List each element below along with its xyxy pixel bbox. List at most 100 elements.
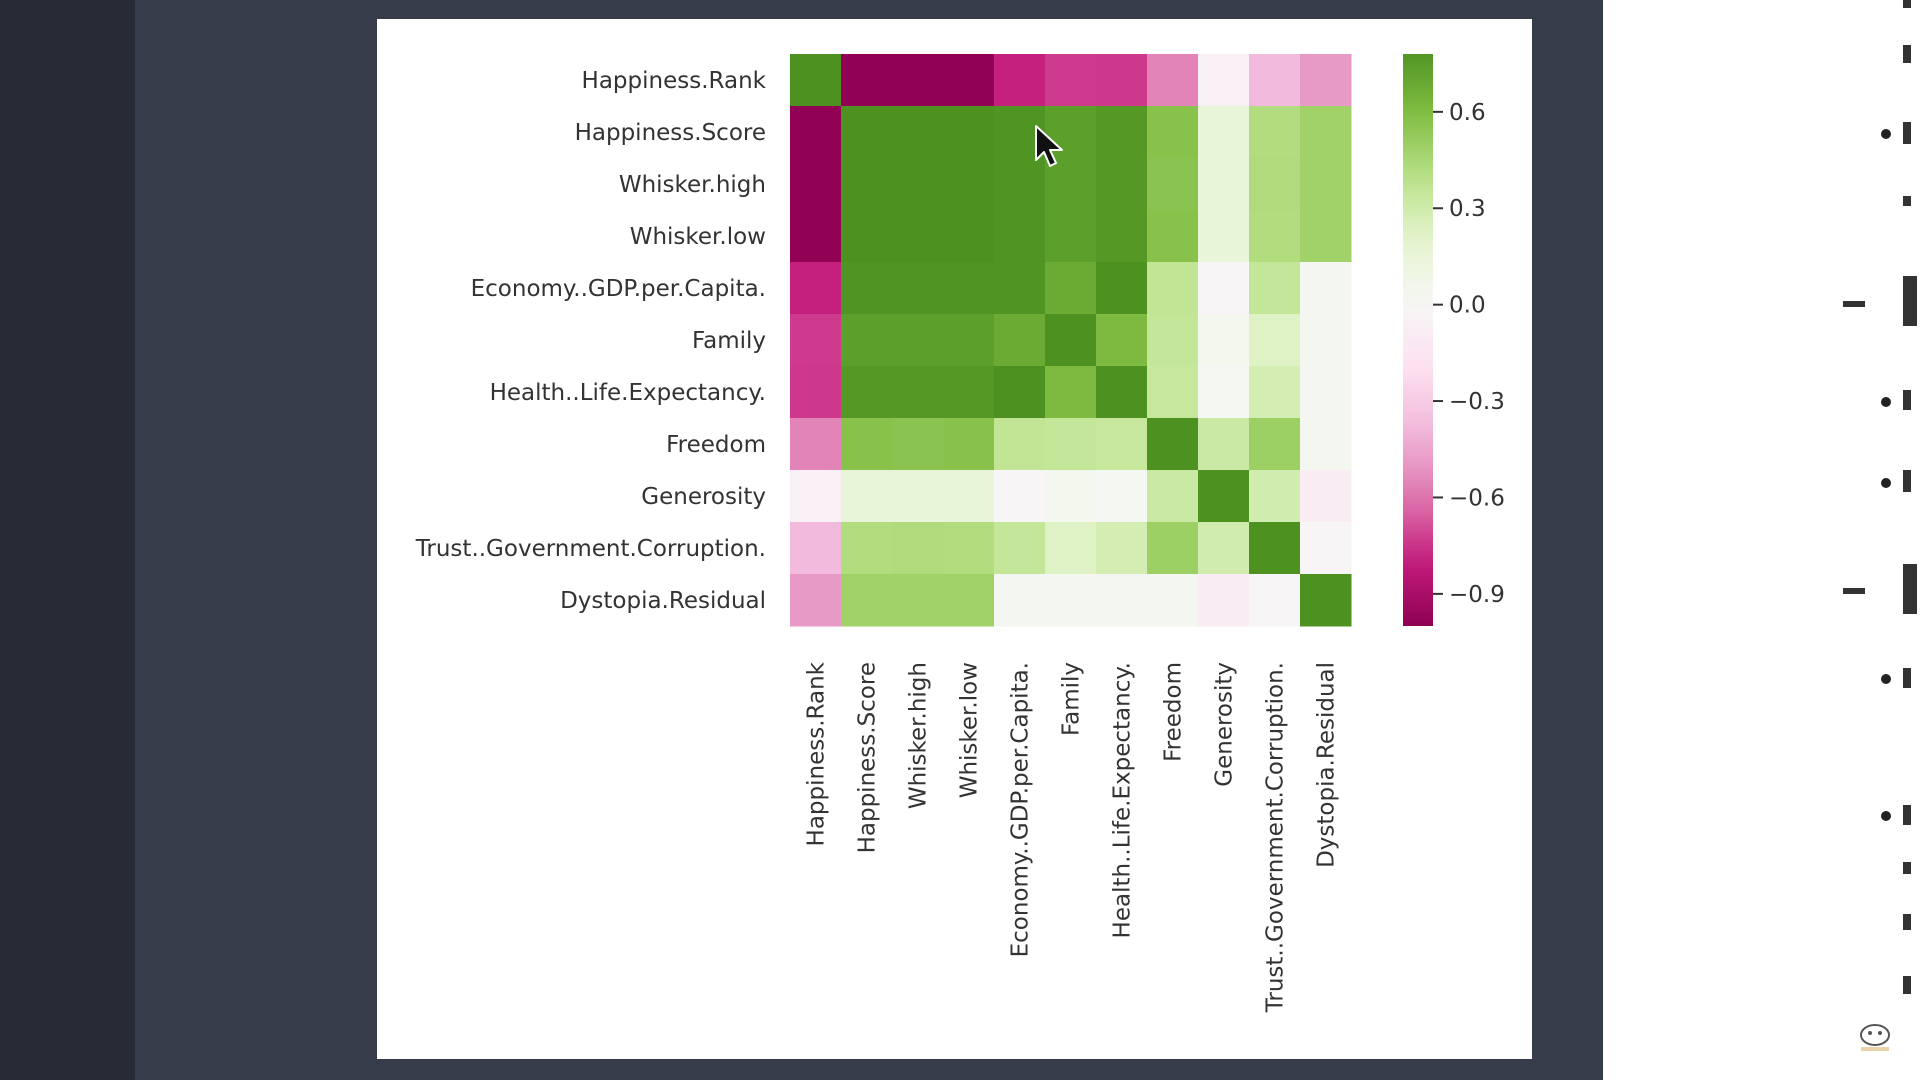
heatmap-cell [994, 522, 1046, 575]
heatmap-cell [1147, 106, 1199, 159]
heatmap-cell [994, 366, 1046, 419]
row-tick-label: Happiness.Score [575, 120, 766, 146]
heatmap-cell [994, 418, 1046, 471]
heatmap-cell [1045, 366, 1097, 419]
heatmap-cell [943, 314, 995, 367]
heatmap-cell [841, 158, 893, 211]
colorbar-tick-label: −0.6 [1449, 485, 1505, 511]
figure-panel: Happiness.Rank Happiness.Score Whisker.hig… [377, 19, 1532, 1059]
heatmap-cell [943, 470, 995, 523]
heatmap-cell [943, 158, 995, 211]
heatmap-cell [790, 418, 842, 471]
heatmap-cell [1147, 366, 1199, 419]
heatmap-cell [1045, 418, 1097, 471]
heatmap-cell [892, 418, 944, 471]
heatmap-cell [1096, 418, 1148, 471]
heatmap-cell [1249, 418, 1301, 471]
heatmap-cell [892, 158, 944, 211]
heatmap-cell [892, 54, 944, 107]
left-sidebar [0, 0, 135, 1080]
heatmap-cell [841, 522, 893, 575]
heatmap-cell [841, 210, 893, 263]
heatmap-cell [1198, 366, 1250, 419]
colorbar-tick-label: −0.9 [1449, 582, 1505, 608]
heatmap-cell [994, 210, 1046, 263]
heatmap-cell [790, 158, 842, 211]
heatmap-cell [1147, 262, 1199, 315]
heatmap-cell [1147, 314, 1199, 367]
heatmap-cell [841, 54, 893, 107]
heatmap-cell [994, 54, 1046, 107]
heatmap-cell [1249, 158, 1301, 211]
heatmap-cell [943, 262, 995, 315]
heatmap-cell [1045, 522, 1097, 575]
heatmap-cell [1249, 574, 1301, 627]
heatmap-cell [994, 574, 1046, 627]
heatmap-cell [943, 366, 995, 419]
heatmap-cell [1096, 54, 1148, 107]
heatmap-cell [790, 262, 842, 315]
heatmap-cell [1300, 574, 1352, 627]
colorbar-tick-label: 0.6 [1449, 100, 1486, 126]
heatmap-cell [1096, 470, 1148, 523]
heatmap-cell [790, 522, 842, 575]
col-tick-label: Generosity [1212, 662, 1238, 787]
heatmap-cell [1045, 158, 1097, 211]
row-tick-label: Generosity [641, 484, 766, 510]
heatmap-cell [1198, 470, 1250, 523]
heatmap-cell [892, 522, 944, 575]
heatmap-cell [1096, 262, 1148, 315]
heatmap-cell [1198, 262, 1250, 315]
heatmap-cell [994, 470, 1046, 523]
heatmap-cell [841, 470, 893, 523]
heatmap-cell [841, 262, 893, 315]
col-tick-label: Dystopia.Residual [1314, 662, 1340, 868]
heatmap-cell [1198, 210, 1250, 263]
heatmap-cell [1045, 574, 1097, 627]
heatmap-cell [1198, 418, 1250, 471]
heatmap-cell [943, 54, 995, 107]
heatmap-cell [994, 262, 1046, 315]
col-tick-label: Trust..Government.Corruption. [1263, 662, 1289, 1013]
heatmap-cell [1249, 314, 1301, 367]
heatmap-cell [1300, 158, 1352, 211]
heatmap-cell [892, 262, 944, 315]
mascot-icon [1860, 1024, 1890, 1051]
col-tick-label: Happiness.Rank [804, 661, 830, 846]
heatmap-cell [841, 314, 893, 367]
heatmap-cell [1300, 470, 1352, 523]
heatmap-cell [1147, 574, 1199, 627]
heatmap-cell [1198, 522, 1250, 575]
heatmap-cell [1300, 314, 1352, 367]
mouse-cursor-icon [1035, 125, 1063, 167]
correlation-heatmap: Happiness.Rank Happiness.Score Whisker.hig… [415, 54, 1505, 1013]
heatmap-cell [1249, 262, 1301, 315]
heatmap-cell [892, 574, 944, 627]
col-tick-label: Happiness.Score [855, 662, 881, 853]
heatmap-cell [943, 210, 995, 263]
heatmap-cell [1249, 54, 1301, 107]
heatmap-cell [790, 366, 842, 419]
colorbar [1403, 54, 1433, 626]
heatmap-cell [1198, 106, 1250, 159]
heatmap-cell [1300, 366, 1352, 419]
heatmap-cell [1300, 262, 1352, 315]
heatmap-cell [943, 574, 995, 627]
heatmap-cell [1096, 106, 1148, 159]
heatmap-cell [790, 210, 842, 263]
heatmap-cell [892, 314, 944, 367]
row-tick-label: Health..Life.Expectancy. [490, 380, 766, 406]
heatmap-cell [1147, 470, 1199, 523]
heatmap-cell [892, 106, 944, 159]
row-tick-label: Freedom [666, 432, 766, 458]
heatmap-cell [790, 106, 842, 159]
heatmap-cell [1300, 522, 1352, 575]
heatmap-cell [892, 470, 944, 523]
heatmap-cell [994, 314, 1046, 367]
heatmap-cell [892, 210, 944, 263]
row-tick-label: Trust..Government.Corruption. [415, 536, 766, 562]
heatmap-cell [943, 418, 995, 471]
heatmap-cell [1198, 574, 1250, 627]
side-document [1603, 0, 1920, 1080]
heatmap-cell [1045, 314, 1097, 367]
